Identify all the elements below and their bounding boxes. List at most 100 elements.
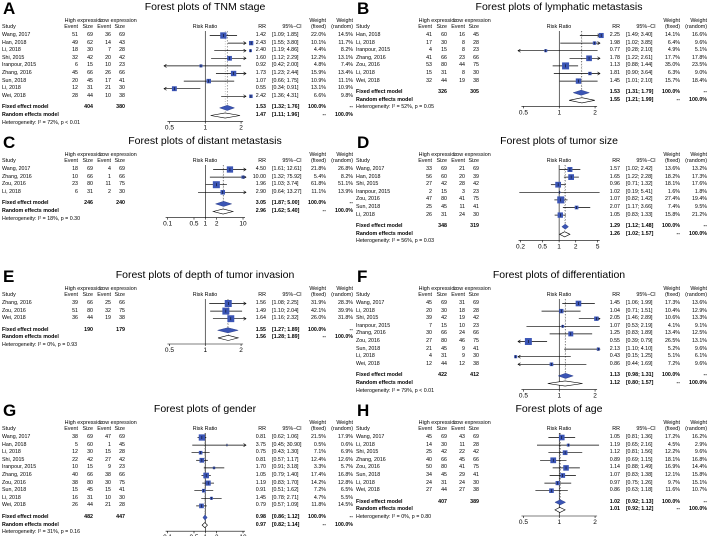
- weight-random: 5.7%: [340, 464, 353, 471]
- size-low: 43: [119, 39, 125, 46]
- fixed-effect-diamond: [572, 89, 590, 96]
- weight-fixed: 15.8%: [664, 211, 680, 218]
- fixed-rr: 0.98: [255, 514, 266, 520]
- size-low: 30: [119, 494, 125, 501]
- fixed-ci: [0.86; 1.12]: [272, 514, 300, 520]
- header-ci: 95%−CI: [282, 426, 302, 432]
- risk-ratio-value: 0.92: [255, 62, 266, 69]
- random-ci: [0.92; 1.12]: [626, 506, 654, 513]
- events-high: 20: [72, 77, 78, 84]
- events-high: 27: [426, 487, 432, 494]
- events-low: 8: [462, 70, 465, 76]
- header-group1: High expression: [418, 286, 458, 292]
- weight-fixed: 11.1%: [311, 188, 326, 195]
- size-high: 44: [441, 77, 447, 84]
- ci-arrow-left: [517, 339, 521, 344]
- risk-ratio-value: 10.00: [252, 173, 266, 180]
- study-name: Han, 2018: [356, 32, 381, 38]
- random-effects-row: Random effects model 1.47 [1.11; 1.96] -- 10…: [0, 112, 354, 119]
- study-name: Zhang, 2016: [2, 472, 32, 478]
- header-risk-ratio: Risk Ratio: [192, 426, 218, 432]
- weight-fixed: 10.6%: [664, 315, 680, 322]
- risk-ratio-value: 0.79: [255, 502, 266, 509]
- study-name: Iranpour, 2015: [356, 188, 391, 195]
- random-effects-diamond: [547, 380, 583, 387]
- heterogeneity-row: Heterogeneity: I² = 0%, p = 0.93: [0, 342, 354, 349]
- weight-fixed: 10.4%: [664, 307, 680, 314]
- weight-random: 12.8%: [337, 479, 353, 486]
- risk-ratio-value: 0.77: [609, 47, 620, 54]
- header-group2: Low expression: [99, 18, 137, 24]
- heterogeneity-row: Heterogeneity: I² = 56%, p = 0.03: [354, 238, 708, 245]
- header-study: Study: [356, 426, 370, 432]
- weight-random: 16.8%: [691, 456, 707, 463]
- events-high: 27: [426, 338, 432, 344]
- header-ci: 95%−CI: [636, 426, 656, 432]
- fixed-total-high: 422: [438, 372, 447, 379]
- weight-fixed: 5.4%: [313, 173, 326, 180]
- random-effects-diamond: [210, 112, 241, 119]
- header-size-1: Size: [82, 292, 94, 298]
- table-header: High expression Low expression Study Event S…: [0, 286, 354, 300]
- confidence-interval: [1.01; 2.10]: [626, 77, 653, 84]
- random-weight-random: 100.0%: [335, 208, 353, 214]
- risk-ratio-value: 2.13: [609, 345, 620, 352]
- study-name: Wei, 2018: [356, 487, 380, 494]
- study-name: Shi, 2015: [2, 456, 25, 463]
- size-low: 28: [119, 502, 125, 509]
- weight-random: 8.2%: [340, 47, 353, 54]
- confidence-interval: [0.81; 1.36]: [626, 434, 653, 440]
- risk-ratio-value: 1.14: [609, 464, 620, 471]
- study-name: Li, 2018: [2, 188, 21, 195]
- study-row: Iranpour, 2015 7 15 10 23 1.07 [0.53; 2.19] 4.1…: [354, 323, 708, 330]
- events-high: 53: [426, 62, 432, 69]
- size-high: 45: [441, 345, 447, 352]
- fixed-total-low: 179: [116, 326, 125, 333]
- study-row: Shi, 2015 27 42 28 42 0.96 [0.71; 1.32] 18.1% 17…: [354, 181, 708, 188]
- weight-random: 5.5%: [340, 494, 353, 501]
- risk-ratio-value: 1.07: [609, 196, 620, 203]
- size-low: 66: [119, 173, 125, 180]
- weight-fixed: 7.1%: [313, 449, 326, 456]
- fixed-rr: 1.13: [609, 372, 620, 379]
- size-low: 75: [473, 338, 479, 344]
- events-high: 17: [426, 39, 432, 46]
- size-high: 60: [441, 173, 447, 180]
- study-row: Zhang, 2016 45 66 26 66 1.73 [1.23; 2.44] 15.9%…: [0, 70, 354, 77]
- header-size-2: Size: [468, 158, 480, 164]
- fixed-rr: 1.53: [255, 104, 266, 111]
- events-low: 9: [462, 353, 465, 360]
- events-high: 40: [426, 456, 432, 463]
- events-high: 36: [72, 315, 78, 322]
- risk-ratio-value: 2.25: [609, 32, 620, 38]
- risk-ratio-value: 0.81: [255, 456, 266, 463]
- header-events-2: Event: [451, 24, 465, 30]
- size-high: 44: [87, 315, 93, 322]
- header-group2: Low expression: [453, 420, 491, 426]
- events-high: 41: [426, 32, 432, 38]
- x-axis-tick-label: 0.5: [519, 109, 528, 116]
- fixed-rr: 1.29: [609, 223, 620, 230]
- size-high: 66: [87, 300, 93, 306]
- size-high: 44: [441, 487, 447, 494]
- size-low: 42: [473, 181, 479, 188]
- events-high: 40: [72, 472, 78, 478]
- forest-panel-c: C Forest plots of distant metastasis High …: [0, 134, 354, 268]
- events-low: 9: [462, 345, 465, 352]
- weight-random: 12.5%: [691, 330, 707, 337]
- events-high: 12: [72, 85, 78, 92]
- x-axis-tick-label: 10: [239, 534, 247, 536]
- fixed-effect-label: Fixed effect model: [356, 223, 403, 230]
- events-low: 25: [105, 300, 111, 306]
- random-effects-label: Random effects model: [2, 521, 59, 528]
- header-study: Study: [356, 24, 370, 30]
- size-high: 45: [441, 472, 447, 478]
- events-low: 1: [108, 441, 111, 448]
- fixed-weight-fixed: 100.0%: [308, 200, 326, 207]
- risk-ratio-value: 0.81: [255, 434, 266, 440]
- study-name: Iranpour, 2015: [356, 322, 391, 329]
- events-high: 26: [72, 502, 78, 509]
- weight-fixed: 6.6%: [313, 92, 326, 99]
- panel-title: Forest plots of tumor size: [500, 135, 618, 147]
- events-low: 31: [459, 300, 465, 306]
